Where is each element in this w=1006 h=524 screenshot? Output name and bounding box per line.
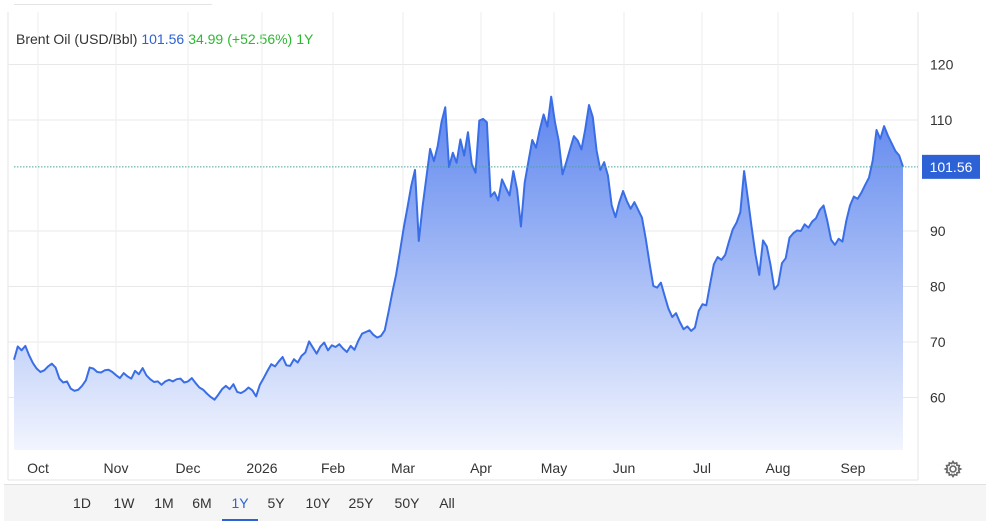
legend-price: 101.56 (141, 31, 185, 47)
range-button-10y[interactable]: 10Y (305, 495, 331, 511)
x-tick-label: Jul (693, 460, 711, 476)
range-button-6m[interactable]: 6M (192, 495, 212, 511)
x-tick-label: Nov (104, 460, 129, 476)
x-axis: Oct Nov Dec 2026 Feb Mar Apr May Jun Jul Aug Sep (27, 460, 866, 476)
range-button-1m[interactable]: 1M (154, 495, 174, 511)
last-price-badge: 101.56 (922, 154, 980, 179)
x-tick-label: Aug (766, 460, 791, 476)
range-button-1w[interactable]: 1W (113, 495, 135, 511)
legend-name: Brent Oil (USD/Bbl) (16, 31, 138, 47)
legend-percent: (+52.56%) (227, 31, 293, 47)
range-button-50y[interactable]: 50Y (394, 495, 420, 511)
x-tick-label: Apr (470, 460, 492, 476)
plot-area (13, 95, 918, 450)
y-tick-label: 80 (930, 279, 946, 295)
x-tick-label: Feb (321, 460, 345, 476)
range-button-1d[interactable]: 1D (73, 495, 91, 511)
range-button-5y[interactable]: 5Y (267, 495, 285, 511)
y-tick-label: 110 (930, 112, 953, 128)
x-tick-label: Jun (613, 460, 636, 476)
price-area (14, 96, 903, 450)
range-selector: 1D 1W 1M 6M 1Y 5Y 10Y 25Y 50Y All (4, 484, 986, 521)
x-tick-label: Oct (27, 460, 49, 476)
y-tick-label: 70 (930, 334, 946, 350)
y-axis: 120 110 90 80 70 60 (930, 57, 954, 406)
x-tick-label: Sep (841, 460, 866, 476)
y-tick-label: 60 (930, 390, 946, 406)
price-chart[interactable]: 120 110 90 80 70 60 Oct Nov Dec 2026 Feb Mar Apr May… (0, 0, 1006, 484)
y-tick-label: 120 (930, 57, 954, 73)
gear-icon[interactable] (943, 459, 963, 479)
legend-period: 1Y (296, 31, 314, 47)
top-divider (14, 4, 212, 5)
price-line (13, 95, 904, 401)
x-tick-label: 2026 (246, 460, 277, 476)
chart-legend: Brent Oil (USD/Bbl) 101.56 34.99 (+52.56%) 1… (16, 31, 313, 47)
x-tick-label: Mar (391, 460, 415, 476)
legend-change: 34.99 (188, 31, 224, 47)
x-tick-label: Dec (176, 460, 201, 476)
y-tick-label: 90 (930, 223, 946, 239)
x-tick-label: May (541, 460, 567, 476)
badge-value: 101.56 (930, 159, 973, 175)
range-button-1y[interactable]: 1Y (222, 485, 258, 521)
range-button-25y[interactable]: 25Y (348, 495, 374, 511)
range-button-all[interactable]: All (439, 495, 455, 511)
badge-background (922, 154, 980, 179)
